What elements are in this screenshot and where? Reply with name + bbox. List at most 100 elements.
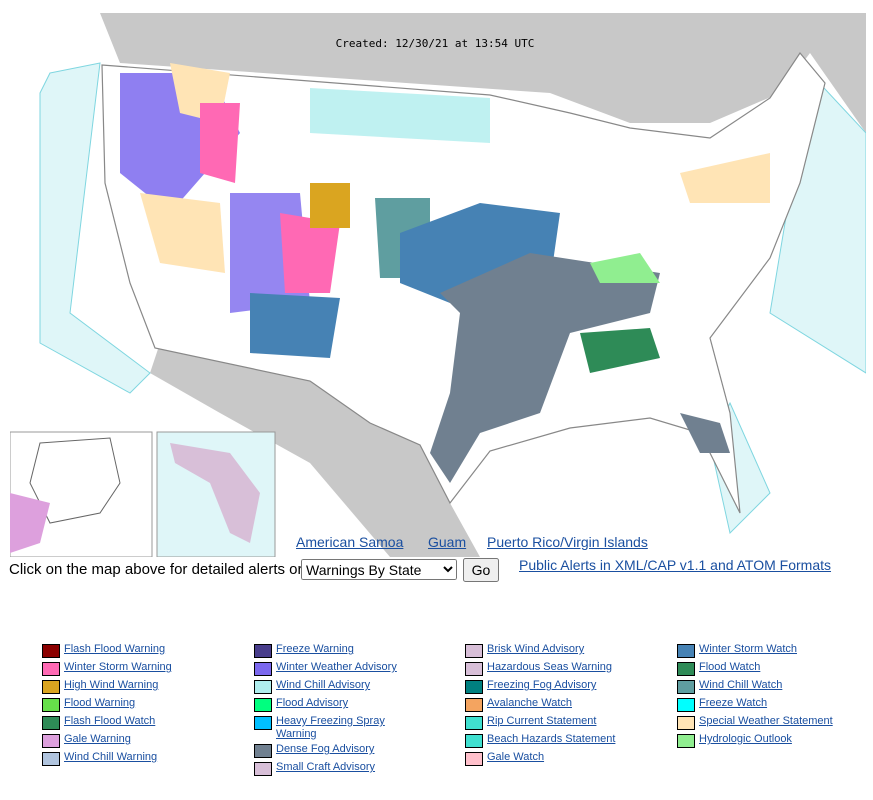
legend-swatch xyxy=(42,698,60,712)
legend-link[interactable]: Hydrologic Outlook xyxy=(699,733,792,745)
legend-swatch xyxy=(677,716,695,730)
legend-link[interactable]: Freezing Fog Advisory xyxy=(487,679,597,691)
legend-link[interactable]: Small Craft Advisory xyxy=(276,761,376,773)
legend-link[interactable]: Avalanche Watch xyxy=(487,697,572,709)
legend-swatch xyxy=(254,680,272,694)
legend-swatch xyxy=(465,662,483,676)
legend-link[interactable]: Freeze Watch xyxy=(699,697,768,709)
legend-swatch xyxy=(254,662,272,676)
legend-link[interactable]: Flood Advisory xyxy=(276,697,349,709)
legend-link[interactable]: Wind Chill Advisory xyxy=(276,679,371,691)
legend-link[interactable]: Flash Flood Warning xyxy=(64,643,166,655)
alaska-outline xyxy=(29,437,121,524)
legend-item: Brisk Wind Advisory xyxy=(465,643,645,658)
alert-area xyxy=(580,328,660,373)
legend-link[interactable]: Winter Storm Watch xyxy=(699,643,797,655)
legend-link[interactable]: Wind Chill Watch xyxy=(699,679,783,691)
legend-swatch xyxy=(254,716,272,730)
territory-link[interactable]: Guam xyxy=(428,534,467,550)
legend-item: Flash Flood Warning xyxy=(42,643,222,658)
alert-map[interactable]: Created: 12/30/21 at 13:54 UTC xyxy=(10,13,866,557)
legend-swatch xyxy=(254,698,272,712)
legend-link[interactable]: Gale Watch xyxy=(487,751,545,763)
legend-item: Heavy Freezing Spray Warning xyxy=(254,715,434,740)
legend-swatch xyxy=(465,680,483,694)
legend-link[interactable]: Freeze Warning xyxy=(276,643,354,655)
legend-swatch xyxy=(254,744,272,758)
legend-swatch xyxy=(677,734,695,748)
mexico xyxy=(150,343,480,557)
legend-column: Flash Flood Warning Winter Storm Warning H… xyxy=(42,643,222,769)
legend-link[interactable]: Brisk Wind Advisory xyxy=(487,643,585,655)
legend-link[interactable]: Flood Warning xyxy=(64,697,136,709)
go-button[interactable]: Go xyxy=(463,558,499,582)
legend-item: Flood Advisory xyxy=(254,697,434,712)
legend-item: Flood Watch xyxy=(677,661,857,676)
legend-link[interactable]: Dense Fog Advisory xyxy=(276,743,375,755)
legend-link[interactable]: Hazardous Seas Warning xyxy=(487,661,612,673)
legend-swatch xyxy=(42,716,60,730)
alert-area xyxy=(310,183,350,228)
legend-item: Hazardous Seas Warning xyxy=(465,661,645,676)
legend-item: Gale Watch xyxy=(465,751,645,766)
legend-item: Wind Chill Warning xyxy=(42,751,222,766)
legend-link[interactable]: Flash Flood Watch xyxy=(64,715,156,727)
legend-item: Small Craft Advisory xyxy=(254,761,434,776)
legend-swatch xyxy=(465,698,483,712)
legend-item: Beach Hazards Statement xyxy=(465,733,645,748)
legend-link[interactable]: Beach Hazards Statement xyxy=(487,733,616,745)
alert-area xyxy=(280,213,340,293)
legend-link[interactable]: Winter Storm Warning xyxy=(64,661,172,673)
created-timestamp: Created: 12/30/21 at 13:54 UTC xyxy=(336,37,535,50)
pacific-marine-zones xyxy=(39,62,151,394)
legend-swatch xyxy=(677,680,695,694)
legend-swatch xyxy=(677,644,695,658)
legend-item: Winter Storm Warning xyxy=(42,661,222,676)
cap-link[interactable]: Public Alerts in XML/CAP v1.1 and ATOM F… xyxy=(519,557,832,573)
legend-item: Rip Current Statement xyxy=(465,715,645,730)
legend-swatch xyxy=(254,762,272,776)
alert-area xyxy=(140,193,225,273)
legend-item: Winter Weather Advisory xyxy=(254,661,434,676)
alert-area xyxy=(200,103,240,183)
legend-link[interactable]: Winter Weather Advisory xyxy=(276,661,397,673)
legend-swatch xyxy=(465,644,483,658)
legend-item: Freeze Watch xyxy=(677,697,857,712)
alert-area xyxy=(680,413,730,453)
alert-area xyxy=(430,253,660,483)
legend-item: Winter Storm Watch xyxy=(677,643,857,658)
legend-item: Special Weather Statement xyxy=(677,715,857,730)
legend-item: Avalanche Watch xyxy=(465,697,645,712)
legend-swatch xyxy=(42,662,60,676)
legend-swatch xyxy=(42,752,60,766)
alert-area xyxy=(250,293,340,358)
legend-swatch xyxy=(42,680,60,694)
canada xyxy=(100,13,866,133)
legend-link[interactable]: Flood Watch xyxy=(699,661,761,673)
legend-swatch xyxy=(465,734,483,748)
legend-swatch xyxy=(677,662,695,676)
legend-item: Flood Warning xyxy=(42,697,222,712)
alert-area xyxy=(680,153,770,203)
territory-link[interactable]: American Samoa xyxy=(296,534,404,550)
legend-item: Flash Flood Watch xyxy=(42,715,222,730)
legend-link[interactable]: High Wind Warning xyxy=(64,679,159,691)
legend-link[interactable]: Special Weather Statement xyxy=(699,715,833,727)
view-select[interactable]: Warnings By State xyxy=(301,559,457,580)
territory-link[interactable]: Puerto Rico/Virgin Islands xyxy=(487,534,648,550)
legend-item: Wind Chill Watch xyxy=(677,679,857,694)
legend-swatch xyxy=(42,644,60,658)
legend-link[interactable]: Gale Warning xyxy=(64,733,131,745)
legend-item: Wind Chill Advisory xyxy=(254,679,434,694)
legend-swatch xyxy=(465,716,483,730)
legend-column: Winter Storm Watch Flood Watch Wind Chill … xyxy=(677,643,857,751)
legend-column: Freeze Warning Winter Weather Advisory Win… xyxy=(254,643,434,779)
legend-item: Hydrologic Outlook xyxy=(677,733,857,748)
legend-swatch xyxy=(677,698,695,712)
legend-link[interactable]: Heavy Freezing Spray Warning xyxy=(276,715,385,740)
legend-column: Brisk Wind Advisory Hazardous Seas Warnin… xyxy=(465,643,645,769)
legend-link[interactable]: Rip Current Statement xyxy=(487,715,597,727)
legend-item: Dense Fog Advisory xyxy=(254,743,434,758)
legend-link[interactable]: Wind Chill Warning xyxy=(64,751,158,763)
